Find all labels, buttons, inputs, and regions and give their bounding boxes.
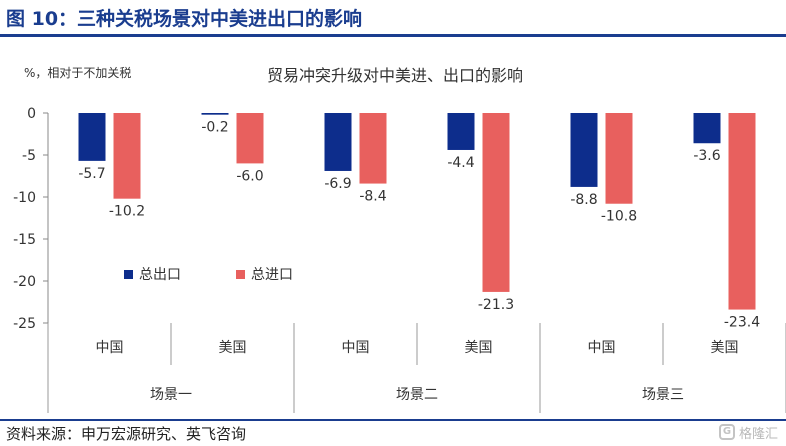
category-label: 美国 — [711, 340, 739, 356]
watermark-logo-icon: G — [718, 424, 735, 440]
category-label: 美国 — [465, 340, 493, 356]
data-label: -21.3 — [478, 297, 514, 313]
data-label: -3.6 — [693, 148, 720, 164]
bar-import — [113, 113, 141, 199]
legend-swatch — [124, 270, 133, 279]
data-label: -8.8 — [570, 192, 597, 208]
y-tick-label: -5 — [22, 148, 36, 164]
data-label: -0.2 — [201, 120, 228, 136]
group-label: 场景三 — [642, 387, 684, 403]
bar-import — [236, 113, 264, 164]
group-label: 场景二 — [396, 387, 438, 403]
y-tick-label: -10 — [13, 190, 36, 206]
legend-label: 总进口 — [251, 267, 293, 283]
bar-export — [78, 113, 106, 161]
data-label: -8.4 — [359, 189, 386, 205]
bar-import — [482, 113, 510, 292]
legend: 总出口 总进口 — [124, 267, 293, 283]
legend-label: 总出口 — [139, 267, 181, 283]
watermark-text: 格隆汇 — [738, 426, 778, 442]
data-label: -6.9 — [324, 176, 351, 192]
title-rule — [0, 34, 786, 37]
y-tick-label: -25 — [13, 316, 36, 332]
data-label: -4.4 — [447, 155, 474, 171]
y-tick-label: -20 — [13, 274, 36, 290]
bar-export — [324, 113, 352, 171]
bar-chart: %，相对于不加关税 贸易冲突升级对中美进、出口的影响 0 -5 -10 -15 -20 -… — [13, 66, 786, 413]
bar-import — [605, 113, 633, 204]
bar-export — [693, 113, 721, 144]
bar-import — [359, 113, 387, 184]
bars-layer — [78, 113, 756, 310]
category-label: 中国 — [96, 340, 124, 356]
y-axis-label: %，相对于不加关税 — [24, 66, 131, 80]
source-note: 资料来源：申万宏源研究、英飞咨询 — [6, 425, 247, 443]
bar-export — [201, 113, 229, 115]
category-label: 中国 — [588, 340, 616, 356]
data-label: -23.4 — [724, 315, 760, 331]
bar-import — [728, 113, 756, 310]
category-label: 美国 — [219, 340, 247, 356]
category-label: 中国 — [342, 340, 370, 356]
y-tick-label: 0 — [27, 106, 36, 122]
data-label: -6.0 — [236, 168, 263, 184]
data-label: -5.7 — [78, 166, 105, 182]
axis-layer: 0 -5 -10 -15 -20 -25 — [13, 106, 49, 332]
data-labels-layer: -5.7 -10.2 -0.2 -6.0 -6.9 -8.4 -4.4 -21.3 -8.8-1… — [78, 120, 760, 331]
y-tick-label: -15 — [13, 232, 36, 248]
data-label: -10.8 — [601, 209, 637, 225]
watermark: G 格隆汇 — [718, 422, 778, 442]
bar-export — [570, 113, 598, 187]
footer-rule — [0, 419, 786, 421]
figure-title: 图 10：三种关税场景对中美进出口的影响 — [6, 8, 363, 30]
data-label: -10.2 — [109, 204, 145, 220]
bar-export — [447, 113, 475, 150]
chart-title: 贸易冲突升级对中美进、出口的影响 — [267, 66, 523, 85]
group-label: 场景一 — [150, 387, 192, 403]
legend-swatch — [236, 270, 245, 279]
